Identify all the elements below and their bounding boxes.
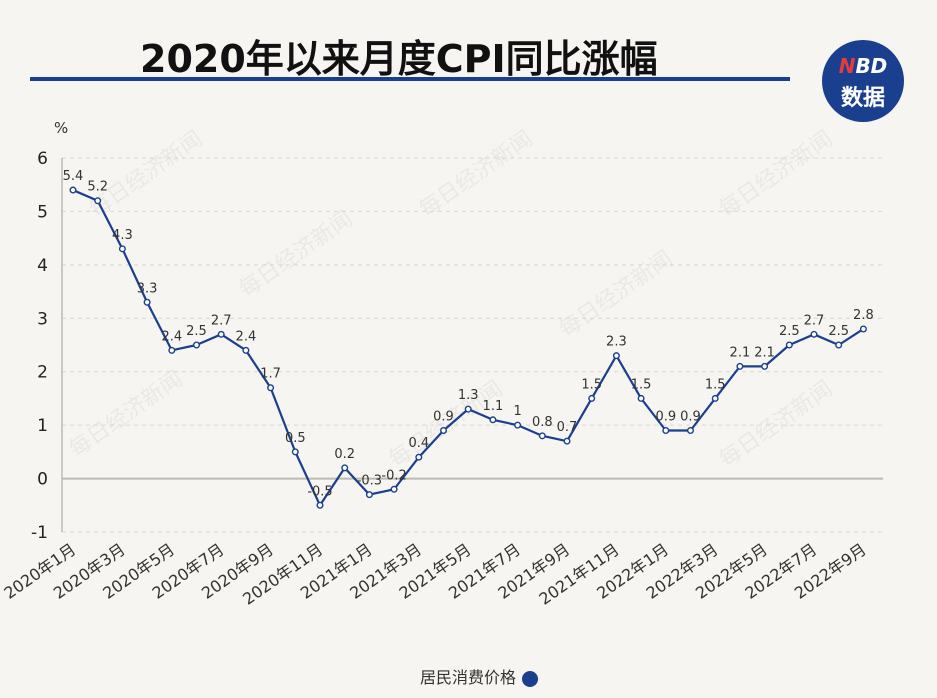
data-label: 2.5 xyxy=(828,324,849,339)
data-point xyxy=(835,341,843,349)
y-tick-label: -1 xyxy=(31,523,48,543)
data-point xyxy=(94,197,102,205)
data-label: 0.4 xyxy=(408,436,429,451)
legend-label: 居民消费价格 xyxy=(420,668,517,687)
data-point xyxy=(192,341,200,349)
data-label: 1.5 xyxy=(581,377,602,392)
data-point xyxy=(514,421,522,429)
data-label: 2.3 xyxy=(606,335,627,350)
data-point xyxy=(390,485,398,493)
nbd-logo: NBD 数据 xyxy=(822,40,904,122)
data-label: 0.2 xyxy=(334,447,355,462)
y-tick-label: 4 xyxy=(37,256,48,276)
watermark-text: 每日经济新闻 xyxy=(65,367,187,463)
data-point xyxy=(143,298,151,306)
watermark-text: 每日经济新闻 xyxy=(555,247,677,343)
data-point xyxy=(267,384,275,392)
data-label: 3.3 xyxy=(137,281,158,296)
data-label: -0.2 xyxy=(381,468,406,483)
data-point xyxy=(316,501,324,509)
legend-marker xyxy=(522,670,539,687)
data-point xyxy=(415,453,423,461)
data-label: 5.2 xyxy=(87,180,108,195)
watermark-text: 每日经济新闻 xyxy=(85,127,207,223)
data-point xyxy=(563,437,571,445)
y-tick-label: 5 xyxy=(37,202,48,222)
data-label: 2.1 xyxy=(754,345,775,360)
data-label: 4.3 xyxy=(112,228,133,243)
series-layer xyxy=(69,186,867,509)
data-point xyxy=(761,362,769,370)
data-label: 2.5 xyxy=(186,324,207,339)
data-point xyxy=(711,394,719,402)
data-label: 2.1 xyxy=(730,345,751,360)
data-point xyxy=(637,394,645,402)
data-label: 5.4 xyxy=(63,169,84,184)
data-label: -0.3 xyxy=(357,474,382,489)
data-point xyxy=(588,394,596,402)
data-point xyxy=(118,245,126,253)
watermark-text: 每日经济新闻 xyxy=(235,207,357,303)
data-label: 2.4 xyxy=(236,329,257,344)
y-tick-label: 3 xyxy=(37,309,48,329)
y-tick-label: 1 xyxy=(37,416,48,436)
data-point xyxy=(489,416,497,424)
data-label: 0.9 xyxy=(433,409,454,424)
data-label: 0.8 xyxy=(532,415,553,430)
title-underline xyxy=(30,77,790,81)
data-point xyxy=(662,426,670,434)
chart-title: 2020年以来月度CPI同比涨幅 xyxy=(140,37,658,81)
data-point xyxy=(69,186,77,194)
data-labels: 5.45.24.33.32.4 2.52.72.41.70.5-0.50.2-0.… xyxy=(63,169,874,499)
data-point xyxy=(785,341,793,349)
legend[interactable]: 居民消费价格 xyxy=(420,664,539,688)
data-point xyxy=(859,325,867,333)
data-label: 2.5 xyxy=(779,324,800,339)
data-point xyxy=(341,464,349,472)
y-tick-label: 2 xyxy=(37,363,48,383)
data-label: 1.5 xyxy=(705,377,726,392)
data-point xyxy=(168,346,176,354)
data-point xyxy=(365,491,373,499)
watermark-text: 每日经济新闻 xyxy=(715,127,837,223)
data-label: 0.7 xyxy=(557,420,578,435)
data-point xyxy=(810,330,818,338)
data-point xyxy=(736,362,744,370)
data-label: 2.8 xyxy=(853,308,874,323)
data-point xyxy=(291,448,299,456)
data-label: 1.5 xyxy=(631,377,652,392)
data-point xyxy=(687,426,695,434)
data-label: 2.4 xyxy=(161,329,182,344)
data-point xyxy=(440,426,448,434)
data-label: 1.3 xyxy=(458,388,479,403)
data-point xyxy=(612,352,620,360)
data-label: 2.7 xyxy=(211,313,232,328)
data-label: -0.5 xyxy=(307,484,332,499)
data-label: 1.7 xyxy=(260,367,281,382)
data-point xyxy=(242,346,250,354)
watermark-text: 每日经济新闻 xyxy=(415,127,537,223)
data-point xyxy=(464,405,472,413)
y-axis-unit: % xyxy=(54,119,68,137)
y-tick-label: 6 xyxy=(37,149,48,169)
data-label: 2.7 xyxy=(804,313,825,328)
data-point xyxy=(217,330,225,338)
data-label: 1 xyxy=(513,404,521,419)
data-label: 0.9 xyxy=(655,409,676,424)
data-point xyxy=(538,432,546,440)
y-tick-label: 0 xyxy=(37,470,48,490)
data-label: 0.5 xyxy=(285,431,306,446)
data-label: 1.1 xyxy=(483,399,504,414)
data-label: 0.9 xyxy=(680,409,701,424)
grid-lines xyxy=(62,157,883,533)
